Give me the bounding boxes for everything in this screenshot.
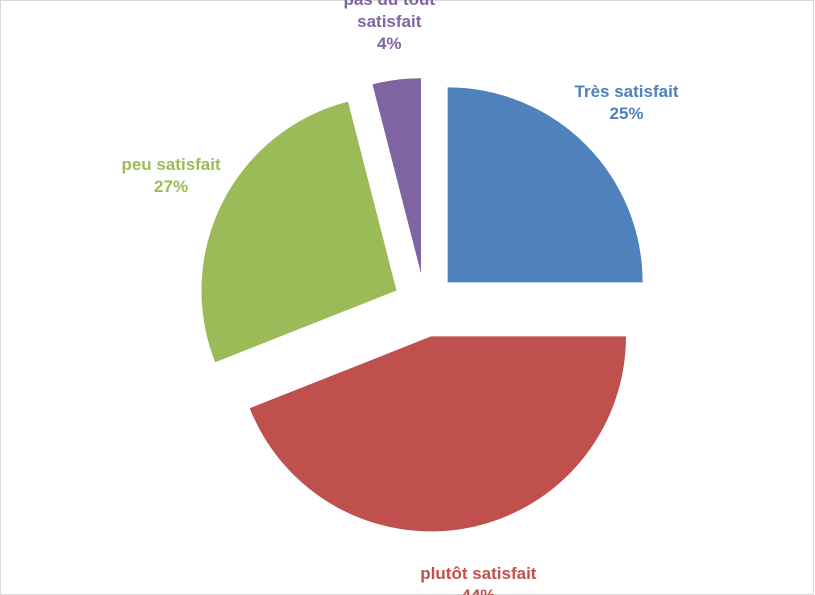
value-label: 4% bbox=[376, 34, 402, 54]
value-label: 25% bbox=[609, 104, 644, 124]
pie-slice bbox=[447, 87, 643, 283]
category-label: Très satisfait bbox=[574, 82, 679, 102]
category-label: peu satisfait bbox=[121, 154, 221, 174]
data-label: peu satisfait 27% bbox=[96, 154, 246, 198]
pie-slice bbox=[201, 101, 397, 363]
pie-slice bbox=[249, 336, 626, 532]
value-label: 44% bbox=[403, 585, 553, 595]
pie-slice bbox=[372, 78, 421, 274]
category-label: pas du tout satisfait bbox=[343, 0, 435, 32]
data-label: plutôt satisfait 44% bbox=[403, 563, 553, 595]
category-label: plutôt satisfait bbox=[420, 563, 537, 583]
data-label: Très satisfait 25% bbox=[552, 81, 702, 125]
value-label: 27% bbox=[154, 176, 189, 196]
